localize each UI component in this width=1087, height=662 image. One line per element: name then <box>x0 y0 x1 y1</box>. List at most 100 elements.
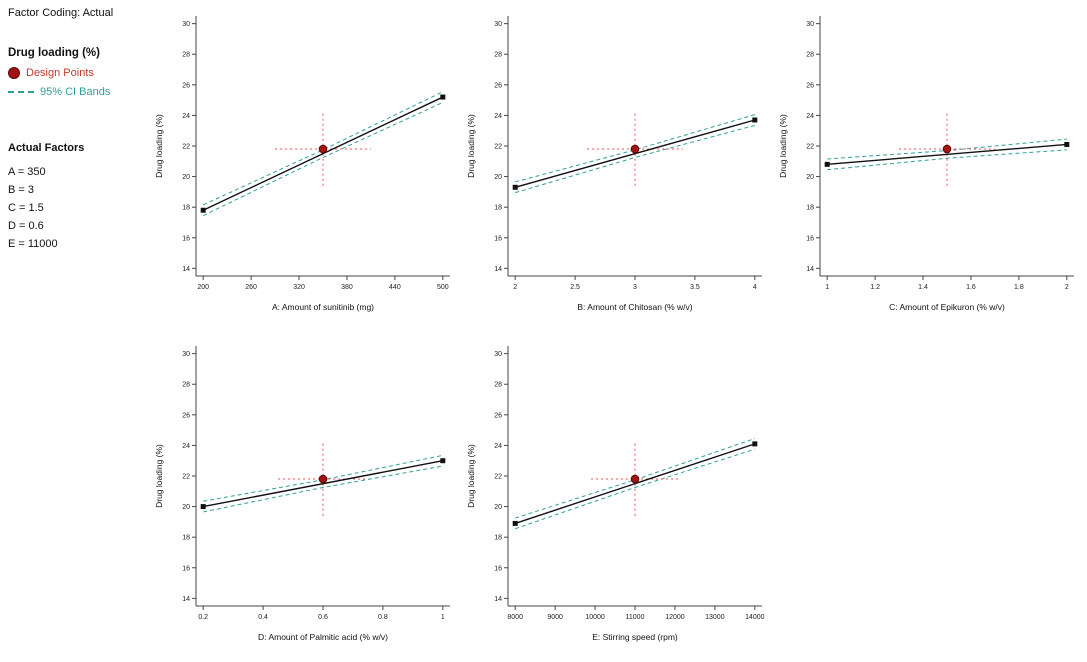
design-points-label: Design Points <box>26 67 94 79</box>
x-tick-label: 8000 <box>507 614 523 621</box>
y-tick-label: 16 <box>494 565 502 572</box>
ci-lower-band <box>202 101 444 217</box>
y-tick-label: 28 <box>806 52 814 59</box>
x-tick-label: 1.4 <box>918 284 928 291</box>
x-tick-label: 9000 <box>547 614 563 621</box>
effect-line <box>514 443 756 525</box>
x-axis-label: D: Amount of Palmitic acid (% w/v) <box>258 632 388 642</box>
x-tick-label: 12000 <box>665 614 685 621</box>
y-tick-label: 18 <box>182 205 190 212</box>
factor-coding-label: Factor Coding: Actual <box>8 7 114 19</box>
x-tick-label: 2 <box>513 284 517 291</box>
y-tick-label: 28 <box>494 52 502 59</box>
y-tick-label: 30 <box>494 351 502 358</box>
x-tick-label: 260 <box>245 284 257 291</box>
legend-design-points: Design Points <box>8 66 150 80</box>
y-tick-label: 18 <box>182 535 190 542</box>
y-tick-label: 20 <box>182 174 190 181</box>
x-tick-label: 0.6 <box>318 614 328 621</box>
legend-ci-bands: 95% CI Bands <box>8 85 150 99</box>
chart-factor-a: 14 16 18 20 22 24 26 28 30 200 260 320 380 440 500 Drug… <box>150 2 462 320</box>
y-axis-label: Drug loading (%) <box>154 114 164 178</box>
ci-upper-band <box>202 91 444 206</box>
ci-bands-label: 95% CI Bands <box>40 86 111 98</box>
x-tick-label: 3.5 <box>690 284 700 291</box>
actual-factor-e: E = 11000 <box>8 238 58 250</box>
y-tick-label: 16 <box>182 235 190 242</box>
x-tick-label: 0.8 <box>378 614 388 621</box>
chart-factor-c: 14 16 18 20 22 24 26 28 30 1 1.2 1.4 1.6 1.8 2 Drug loa… <box>774 2 1086 320</box>
effect-line <box>203 460 443 508</box>
x-tick-label: 320 <box>293 284 305 291</box>
y-tick-label: 24 <box>494 443 502 450</box>
y-tick-label: 20 <box>494 504 502 511</box>
actual-factor-d: D = 0.6 <box>8 220 44 232</box>
endpoint-marker <box>1064 141 1070 147</box>
y-tick-label: 28 <box>182 382 190 389</box>
y-tick-label: 20 <box>182 504 190 511</box>
ci-lower-band <box>515 448 755 530</box>
y-tick-label: 28 <box>494 382 502 389</box>
x-axis-label: C: Amount of Epikuron (% w/v) <box>889 302 1005 312</box>
design-point-icon <box>8 67 20 79</box>
plot-A: 14 16 18 20 22 24 26 28 30 200 260 320 380 440 500 Drug… <box>154 16 450 312</box>
y-tick-label: 18 <box>494 205 502 212</box>
y-tick-label: 14 <box>182 596 190 603</box>
y-tick-label: 28 <box>182 52 190 59</box>
x-tick-label: 2.5 <box>570 284 580 291</box>
endpoint-marker <box>512 184 518 190</box>
charts-grid: 14 16 18 20 22 24 26 28 30 200 260 320 380 440 500 Drug… <box>150 2 1086 662</box>
design-point <box>630 474 640 484</box>
y-tick-label: 22 <box>182 474 190 481</box>
x-tick-label: 200 <box>197 284 209 291</box>
ci-lower-band <box>203 465 443 513</box>
y-tick-label: 24 <box>182 113 190 120</box>
ci-band-dash-icon <box>8 91 34 93</box>
effect-line <box>514 119 756 188</box>
x-axis-label: A: Amount of sunitinib (mg) <box>272 302 374 312</box>
plot-D: 14 16 18 20 22 24 26 28 30 0.2 0.4 0.6 0.8 1 Drug load… <box>154 346 450 642</box>
effect-line <box>202 96 444 211</box>
x-tick-label: 14000 <box>745 614 765 621</box>
actual-factor-b: B = 3 <box>8 184 34 196</box>
actual-factor-a: A = 350 <box>8 166 46 178</box>
y-tick-label: 26 <box>182 82 190 89</box>
y-axis-label: Drug loading (%) <box>466 444 476 508</box>
y-tick-label: 20 <box>494 174 502 181</box>
y-tick-label: 24 <box>182 443 190 450</box>
y-tick-label: 30 <box>182 351 190 358</box>
plot-E: 14 16 18 20 22 24 26 28 30 8000 9000 10000 11000 1200… <box>466 346 765 642</box>
y-axis-label: Drug loading (%) <box>154 444 164 508</box>
x-axis-label: B: Amount of Chitosan (% w/v) <box>577 302 692 312</box>
y-axis-label: Drug loading (%) <box>778 114 788 178</box>
x-tick-label: 1 <box>825 284 829 291</box>
x-tick-label: 380 <box>341 284 353 291</box>
y-tick-label: 24 <box>806 113 814 120</box>
design-point <box>318 144 328 154</box>
y-tick-label: 14 <box>494 266 502 273</box>
y-tick-label: 22 <box>182 144 190 151</box>
y-tick-label: 14 <box>182 266 190 273</box>
x-tick-label: 0.2 <box>198 614 208 621</box>
chart-factor-d: 14 16 18 20 22 24 26 28 30 0.2 0.4 0.6 0.8 1 Drug load… <box>150 332 462 650</box>
x-tick-label: 13000 <box>705 614 725 621</box>
chart-factor-b: 14 16 18 20 22 24 26 28 30 2 2.5 3 3.5 4 Drug loading … <box>462 2 774 320</box>
y-tick-label: 26 <box>494 82 502 89</box>
y-tick-label: 14 <box>494 596 502 603</box>
y-tick-label: 16 <box>806 235 814 242</box>
x-tick-label: 1.2 <box>870 284 880 291</box>
y-tick-label: 30 <box>806 21 814 28</box>
y-tick-label: 20 <box>806 174 814 181</box>
y-axis-label: Drug loading (%) <box>466 114 476 178</box>
x-tick-label: 0.4 <box>258 614 268 621</box>
plot-info-panel: Factor Coding: Actual Drug loading (%) D… <box>8 6 150 253</box>
x-axis-label: E: Stirring speed (rpm) <box>592 632 678 642</box>
endpoint-marker <box>512 520 518 526</box>
y-tick-label: 22 <box>494 474 502 481</box>
endpoint-marker <box>200 207 206 213</box>
endpoint-marker <box>200 504 206 510</box>
x-tick-label: 3 <box>633 284 637 291</box>
y-tick-label: 22 <box>494 144 502 151</box>
design-point <box>630 144 640 154</box>
y-tick-label: 22 <box>806 144 814 151</box>
